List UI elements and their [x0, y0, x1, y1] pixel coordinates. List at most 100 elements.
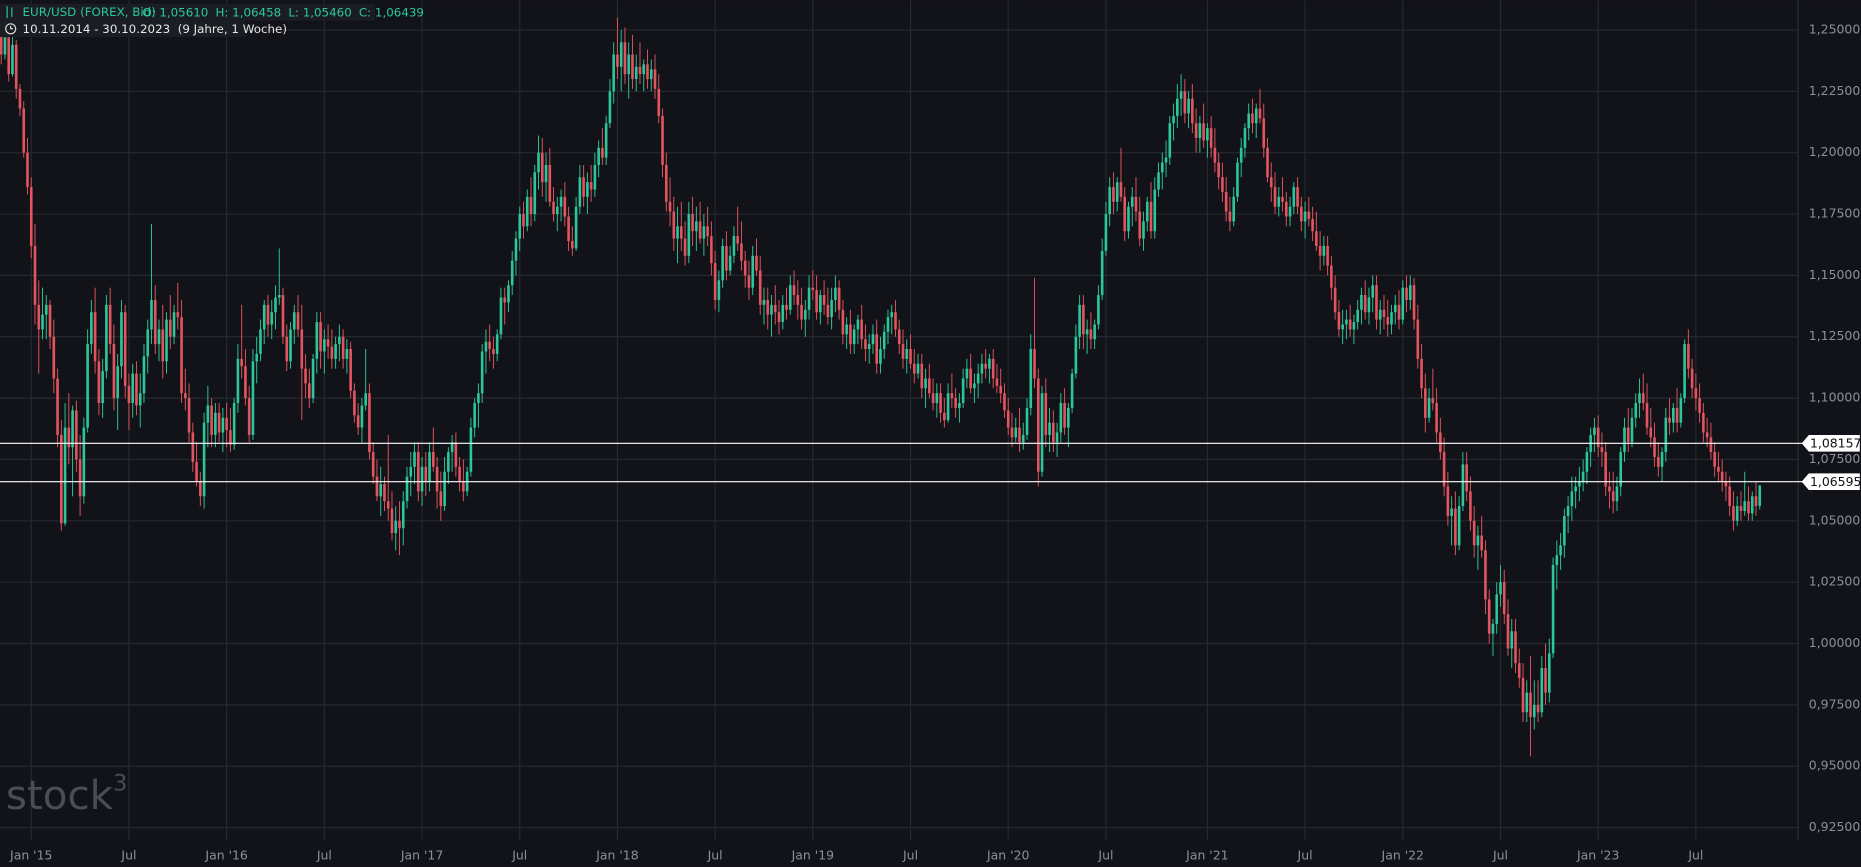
candle-body: [262, 304, 266, 330]
candle-body: [691, 214, 694, 232]
candle-body: [567, 216, 570, 242]
candle-body: [1532, 704, 1536, 718]
candle-body: [1063, 403, 1066, 428]
candle-body: [341, 336, 345, 359]
candle-body: [394, 520, 398, 534]
candle-body: [93, 312, 97, 362]
candle-body: [11, 44, 14, 75]
y-tick-label: 1,05000: [1809, 512, 1861, 527]
candle-body: [153, 299, 157, 345]
candle-body: [1292, 187, 1296, 207]
candle-body: [1149, 201, 1153, 232]
candle-body: [315, 322, 319, 359]
candle-body: [75, 410, 78, 460]
candle-body: [191, 432, 195, 462]
candle-body: [1029, 349, 1033, 408]
candle-body: [390, 508, 394, 534]
candle-body: [1089, 329, 1093, 340]
candle-body: [7, 37, 11, 75]
candle-body: [988, 358, 991, 369]
candle-body: [1424, 388, 1427, 418]
x-tick-label: Jan '21: [1185, 848, 1228, 863]
candle-body: [736, 236, 739, 244]
candle-body: [1386, 317, 1390, 325]
candle-body: [292, 312, 296, 330]
candle-body: [1067, 407, 1070, 428]
candle-body: [1743, 501, 1747, 512]
candle-body: [1187, 98, 1190, 114]
y-tick-label: 1,02500: [1809, 574, 1861, 589]
candle-body: [800, 304, 803, 320]
candle-body: [1672, 407, 1675, 423]
candle-body: [1059, 403, 1063, 433]
candle-body: [1713, 452, 1716, 467]
candle-body: [958, 403, 961, 408]
candle-body: [589, 182, 593, 190]
candle-body: [1213, 147, 1217, 163]
candle-body: [1638, 393, 1641, 404]
candle-body: [1168, 123, 1172, 158]
clock-hand: [10, 25, 14, 30]
candle-body: [1521, 677, 1525, 713]
candle-body: [1465, 464, 1468, 492]
candle-body: [879, 349, 882, 364]
candle-body: [841, 309, 845, 335]
candle-body: [1611, 491, 1615, 502]
candle-body: [225, 417, 228, 431]
candle-body: [980, 363, 984, 374]
candle-body: [886, 317, 890, 332]
candle-body: [82, 427, 86, 497]
candle-body: [1619, 452, 1623, 487]
candle-body: [420, 466, 424, 492]
candle-body: [1375, 285, 1378, 320]
candle-body: [1724, 481, 1728, 487]
candle-body: [864, 339, 867, 350]
candle-body: [758, 270, 762, 305]
candle-body: [668, 201, 672, 212]
candle-body: [540, 152, 544, 183]
candle-body: [1006, 410, 1010, 428]
candle-body: [1397, 304, 1401, 320]
candle-body: [1551, 564, 1555, 654]
candle-body: [1758, 485, 1762, 506]
candle-body: [1070, 373, 1074, 408]
candle-body: [991, 358, 995, 379]
candle-body: [1698, 398, 1701, 413]
candle-body: [229, 430, 232, 445]
candle-body: [1251, 113, 1254, 124]
candle-body: [905, 349, 909, 359]
candle-body: [1495, 594, 1499, 624]
candle-body: [1600, 447, 1604, 453]
candle-body: [522, 214, 525, 227]
candle-body: [935, 393, 939, 404]
candle-body: [597, 147, 600, 165]
candle-body: [1191, 98, 1194, 124]
candle-body: [867, 344, 871, 350]
candle-body: [1021, 434, 1025, 443]
y-tick-label: 1,10000: [1809, 390, 1861, 405]
candle-body: [1405, 287, 1408, 300]
candle-body: [1705, 432, 1709, 438]
candle-body: [1750, 496, 1754, 514]
candle-body: [1656, 457, 1660, 467]
candle-body: [804, 309, 807, 320]
candle-body: [1217, 162, 1220, 178]
candle-body: [386, 501, 390, 509]
candle-body: [623, 42, 627, 75]
candle-body: [1352, 322, 1356, 330]
candle-body: [725, 245, 728, 271]
date-range: 10.11.2014 - 30.10.2023 (9 Jahre, 1 Woch…: [23, 22, 287, 36]
legend-title: EUR/USD (FOREX, Bid): [23, 5, 156, 19]
candle-body: [781, 304, 785, 323]
candle-body: [368, 393, 371, 453]
candle-body: [304, 368, 307, 384]
candle-body: [642, 64, 646, 75]
candle-body: [860, 319, 863, 340]
candle-body: [488, 341, 491, 350]
candle-body: [247, 398, 251, 435]
candle-body: [101, 371, 104, 404]
candle-body: [1675, 407, 1679, 423]
candle-body: [834, 287, 837, 300]
candle-body: [1608, 486, 1611, 492]
candles: [0, 17, 1762, 757]
